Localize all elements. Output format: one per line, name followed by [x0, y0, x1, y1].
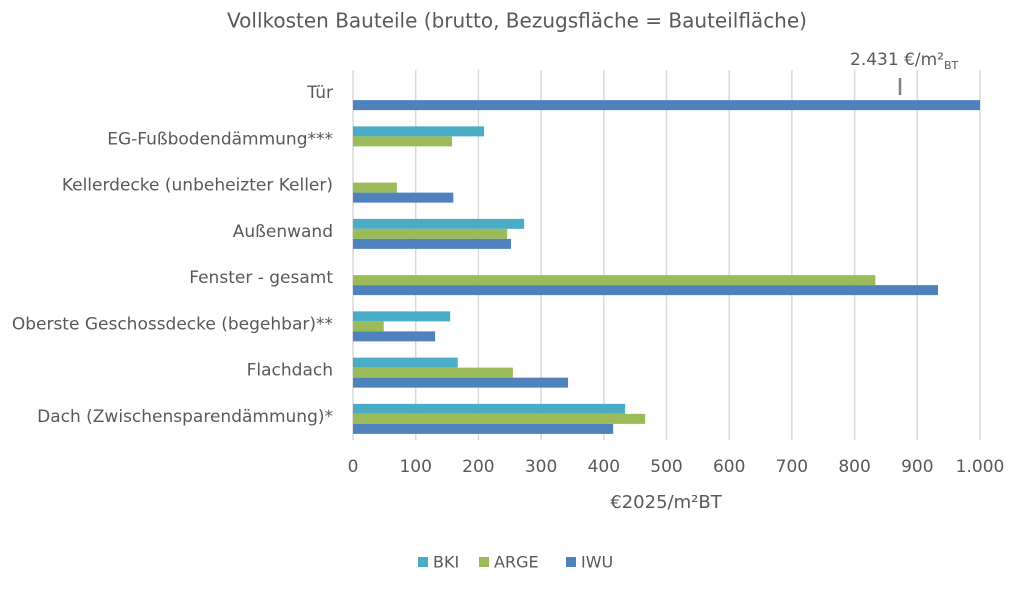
legend-swatch [479, 557, 489, 567]
bar [353, 285, 938, 296]
x-tick-label: 300 [525, 457, 557, 477]
y-tick-label: Außenwand [233, 222, 333, 242]
x-tick-label: 400 [588, 457, 620, 477]
bar [353, 228, 508, 239]
y-tick-label: Oberste Geschossdecke (begehbar)** [12, 314, 333, 334]
x-tick-label: 0 [348, 457, 359, 477]
y-tick-label: EG-Fußbodendämmung*** [107, 129, 333, 149]
y-tick-label: Fenster - gesamt [189, 268, 333, 288]
x-tick-label: 500 [650, 457, 682, 477]
x-tick-label: 600 [713, 457, 745, 477]
x-tick-label: 1.000 [956, 457, 1005, 477]
bar [353, 311, 451, 322]
y-tick-label: Dach (Zwischensparendämmung)* [37, 407, 333, 427]
bar [353, 218, 525, 229]
chart-title: Vollkosten Bauteile (brutto, Bezugsfläch… [227, 9, 807, 33]
x-tick-label: 900 [901, 457, 933, 477]
x-tick-label: 700 [776, 457, 808, 477]
bar [353, 321, 384, 332]
bar [353, 357, 458, 368]
legend-label: BKI [433, 553, 459, 572]
bar [353, 192, 454, 203]
legend-label: IWU [581, 553, 613, 572]
bar [353, 100, 980, 111]
x-tick-label: 200 [462, 457, 494, 477]
bar [353, 423, 614, 434]
bar [353, 182, 397, 193]
y-tick-label: Tür [306, 83, 333, 103]
bar [353, 136, 453, 147]
y-tick-label: Kellerdecke (unbeheizter Keller) [62, 176, 333, 196]
x-axis-label: €2025/m²BT [610, 492, 722, 513]
annotation-text: 2.431 €/m² [850, 50, 944, 70]
bar [353, 275, 876, 286]
x-tick-label: 100 [399, 457, 431, 477]
x-tick-label: 800 [838, 457, 870, 477]
bar [353, 413, 646, 424]
bar [353, 331, 436, 342]
bar [353, 377, 569, 388]
bar [353, 403, 626, 414]
bar [353, 238, 512, 249]
legend-swatch [418, 557, 428, 567]
bar [353, 367, 513, 378]
annotation: 2.431 €/m²BT [850, 50, 959, 72]
y-tick-label: Flachdach [247, 361, 333, 381]
bar [353, 126, 485, 137]
legend-label: ARGE [494, 553, 539, 572]
legend-swatch [566, 557, 576, 567]
annotation-subscript: BT [944, 59, 959, 72]
